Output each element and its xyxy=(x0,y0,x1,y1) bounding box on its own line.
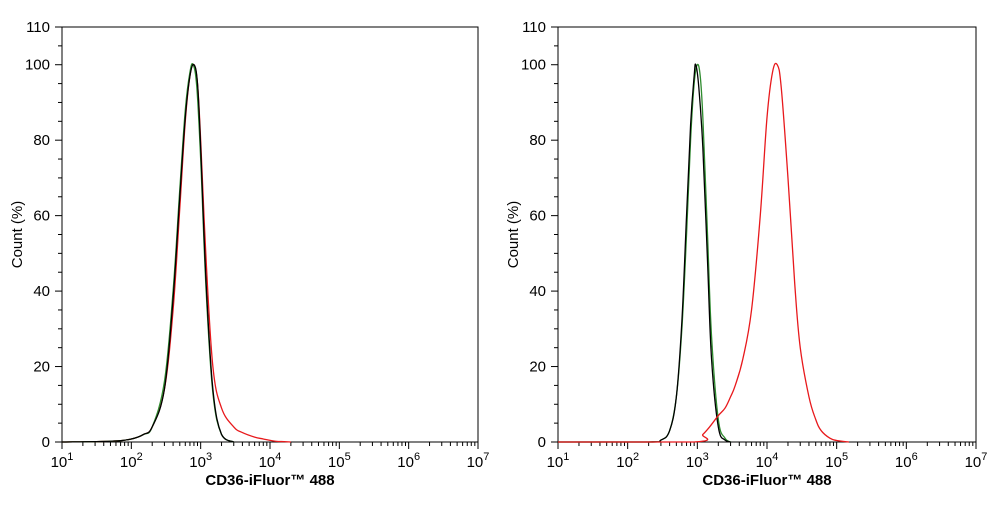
y-tick-label: 40 xyxy=(33,283,50,300)
x-tick-label: 105 xyxy=(825,451,848,471)
x-tick-label: 106 xyxy=(397,451,420,471)
y-tick-label: 0 xyxy=(42,434,50,451)
plot-frame xyxy=(557,26,977,443)
x-tick-label: 101 xyxy=(51,451,74,471)
y-tick-label: 60 xyxy=(529,208,546,225)
x-tick-label: 107 xyxy=(467,451,490,471)
x-tick-label: 104 xyxy=(259,451,282,471)
x-tick-label: 105 xyxy=(328,451,351,471)
histogram-series-3 xyxy=(558,62,850,443)
x-axis-title: CD36-iFluor™ 488 xyxy=(205,472,334,489)
plot-frame xyxy=(61,26,479,443)
y-tick-label: 60 xyxy=(33,208,50,225)
y-tick-label: 40 xyxy=(529,283,546,300)
y-tick-label: 100 xyxy=(521,57,546,74)
y-tick-label: 20 xyxy=(529,359,546,376)
y-axis-title: Count (%) xyxy=(505,201,522,269)
y-tick-label: 80 xyxy=(529,132,546,149)
x-tick-label: 103 xyxy=(189,451,212,471)
y-tick-label: 20 xyxy=(33,359,50,376)
histogram-series-3 xyxy=(61,63,235,443)
x-tick-label: 101 xyxy=(547,451,570,471)
x-tick-label: 103 xyxy=(686,451,709,471)
y-tick-label: 110 xyxy=(522,19,546,36)
histogram-series-2 xyxy=(61,62,235,443)
y-tick-label: 110 xyxy=(26,19,50,36)
y-tick-label: 0 xyxy=(538,434,546,451)
y-tick-label: 100 xyxy=(25,57,50,74)
chart-panel-1: 0 20 40 60 80 100 110 101 102 103 104 105 106 107 Coun… xyxy=(9,19,489,489)
y-axis-title: Count (%) xyxy=(9,201,26,269)
x-tick-label: 104 xyxy=(756,451,779,471)
x-tick-label: 102 xyxy=(616,451,639,471)
x-tick-label: 107 xyxy=(965,451,988,471)
histogram-series-2 xyxy=(558,63,731,443)
y-tick-label: 80 xyxy=(33,132,50,149)
x-tick-label: 102 xyxy=(120,451,143,471)
x-tick-label: 106 xyxy=(895,451,918,471)
chart-panel-2: 0 20 40 60 80 100 110 101 102 103 104 105 106 107 Coun… xyxy=(505,19,987,489)
histogram-series-1 xyxy=(558,63,731,443)
x-axis-title: CD36-iFluor™ 488 xyxy=(702,472,831,489)
